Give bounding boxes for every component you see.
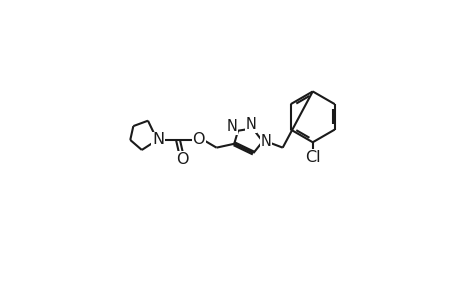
Text: O: O — [192, 133, 205, 148]
Text: N: N — [245, 117, 256, 132]
Text: N: N — [260, 134, 271, 149]
Text: O: O — [176, 152, 189, 167]
Text: Cl: Cl — [304, 150, 320, 165]
Text: N: N — [226, 119, 237, 134]
Text: N: N — [151, 133, 164, 148]
